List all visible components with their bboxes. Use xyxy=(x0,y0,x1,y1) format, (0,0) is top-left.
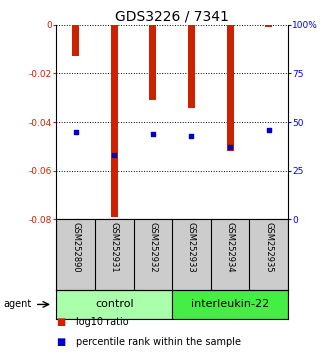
Bar xyxy=(111,25,118,217)
Text: ■: ■ xyxy=(56,337,66,347)
Text: GSM252933: GSM252933 xyxy=(187,222,196,272)
Bar xyxy=(72,25,79,56)
Point xyxy=(73,129,78,135)
Text: ■: ■ xyxy=(56,317,66,327)
Bar xyxy=(172,290,288,319)
Bar xyxy=(56,290,172,319)
Text: GSM252935: GSM252935 xyxy=(264,222,273,272)
Bar xyxy=(149,25,156,100)
Text: GSM252890: GSM252890 xyxy=(71,222,80,272)
Point xyxy=(112,152,117,158)
Text: interleukin-22: interleukin-22 xyxy=(191,299,269,309)
Bar xyxy=(265,25,272,27)
Text: GSM252932: GSM252932 xyxy=(148,222,157,272)
Title: GDS3226 / 7341: GDS3226 / 7341 xyxy=(115,10,229,24)
Point xyxy=(189,133,194,138)
Bar xyxy=(188,25,195,108)
Point xyxy=(266,127,271,133)
Text: percentile rank within the sample: percentile rank within the sample xyxy=(76,337,241,347)
Text: log10 ratio: log10 ratio xyxy=(76,317,129,327)
Text: GSM252931: GSM252931 xyxy=(110,222,119,272)
Text: GSM252934: GSM252934 xyxy=(225,222,235,272)
Point xyxy=(227,144,233,150)
Text: control: control xyxy=(95,299,133,309)
Bar xyxy=(226,25,234,152)
Text: agent: agent xyxy=(3,299,31,309)
Point xyxy=(150,131,156,137)
